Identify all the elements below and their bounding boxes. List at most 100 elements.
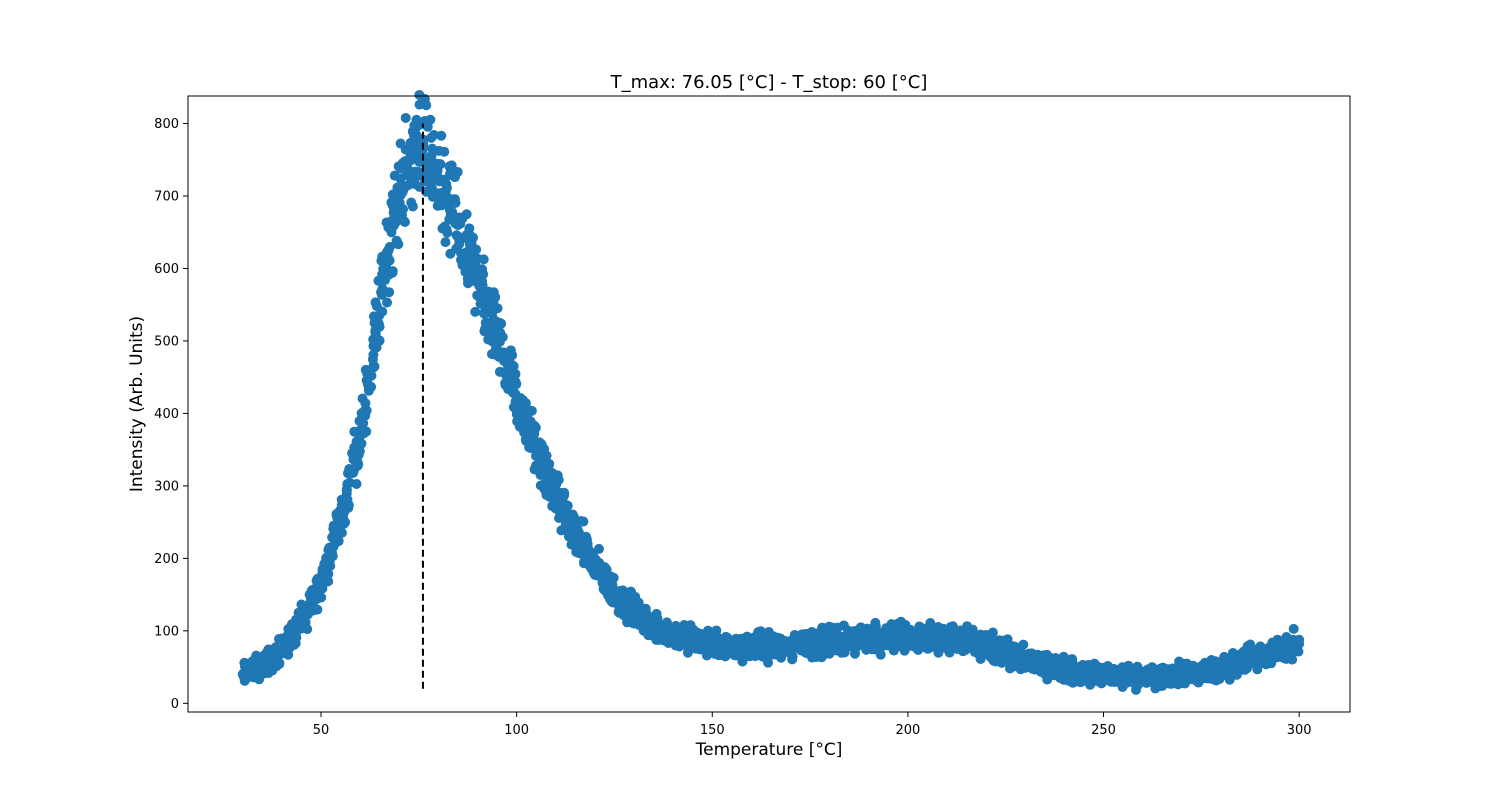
scatter-dot [757,642,768,653]
scatter-dot [505,345,516,356]
scatter-dot [1066,654,1077,665]
scatter-dot [794,631,805,642]
scatter-dot [397,187,408,198]
scatter-dot [488,296,499,307]
scatter-dot [1236,649,1247,660]
scatter-dot [336,527,347,538]
y-tick-label: 100 [154,624,179,639]
scatter-dot [436,130,447,141]
scatter-dot [371,342,382,353]
scatter-dot [446,160,457,171]
scatter-dot [636,617,647,628]
scatter-dot [473,275,484,286]
scatter-dot [590,562,601,573]
scatter-dot [661,617,672,628]
scatter-dot [384,287,395,298]
x-tick-label: 300 [1287,723,1312,738]
scatter-dot [982,637,993,648]
scatter-dot [552,470,563,481]
x-tick-label: 100 [504,723,529,738]
scatter-dot [442,227,453,238]
scatter-dot [1050,653,1061,663]
scatter-dot [787,644,798,655]
scatter-dot [775,633,786,644]
scatter-dot [1158,663,1169,674]
scatter-dot [904,638,915,649]
y-tick-label: 300 [154,479,179,494]
scatter-dot [1259,649,1270,660]
x-tick-label: 200 [895,723,920,738]
scatter-dot [300,617,311,628]
scatter-dot [832,622,843,633]
scatter-dot [886,632,896,643]
scatter-dot [1079,662,1090,673]
scatter-dot [543,462,554,473]
scatter-dot [449,172,460,183]
scatter-dot [1180,664,1191,675]
x-axis-label: Temperature [°C] [695,740,843,760]
scatter-dot [435,159,446,170]
scatter-dot [1119,678,1130,689]
scatter-dot [388,207,399,218]
scatter-dot [324,555,335,566]
scatter-dot [355,439,366,450]
scatter-dot [561,500,572,510]
scatter-dot [363,385,374,396]
scatter-dot [816,652,827,663]
scatter-dot [1219,669,1230,680]
x-tick-label: 150 [700,723,725,738]
scatter-dot [340,517,351,528]
scatter-dot [441,179,452,190]
scatter-dot [317,583,328,594]
scatter-dot [1129,670,1139,681]
scatter-dot [772,649,783,660]
y-axis-label: Intensity (Arb. Units) [127,316,147,492]
scatter-dot [1103,675,1114,686]
scatter-dot [566,539,577,550]
scatter-dot [944,647,955,658]
scatter-dot [391,235,402,246]
scatter-dot [600,563,611,574]
scatter-dot [925,617,936,628]
scatter-dot [962,621,973,632]
scatter-dot [441,193,452,204]
scatter-dot [1041,649,1052,660]
scatter-dot [522,412,533,423]
scatter-dot [351,455,362,466]
scatter-dot [333,536,344,547]
scatter-dot [381,255,392,266]
scatter-dot [340,493,351,504]
scatter-dot [470,306,481,317]
scatter-dot [559,489,570,500]
scatter-dot [1196,672,1207,683]
scatter-dot [376,288,387,299]
scatter-dot [606,596,617,607]
y-tick-label: 0 [171,697,179,712]
scatter-dot [381,247,392,258]
scatter-dot [1059,666,1070,677]
scatter-dot [839,647,850,658]
scatter-dot [637,610,648,621]
scatter-dot [410,119,421,130]
scatter-dot [817,622,828,633]
scatter-dot [582,538,593,549]
chart-title: T_max: 76.05 [°C] - T_stop: 60 [°C] [610,72,928,93]
scatter-dot [1007,644,1018,655]
scatter-dot [511,409,522,420]
y-tick-label: 700 [154,190,179,205]
scatter-dot [520,400,531,411]
scatter-dot [1288,623,1299,634]
data-points [237,89,1305,695]
data-point [1294,638,1305,649]
scatter-dot [351,478,362,489]
scatter-dot [806,637,817,648]
scatter-dot [387,266,398,277]
scatter-dot [711,625,722,636]
scatter-dot [1138,666,1149,677]
scatter-dot [496,350,507,361]
scatter-dot [894,640,905,651]
scatter-dot [787,654,798,665]
scatter-dot [868,628,879,639]
